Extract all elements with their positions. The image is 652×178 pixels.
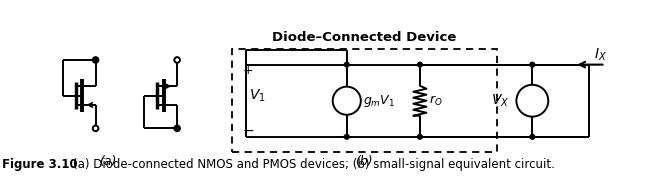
Circle shape — [93, 58, 98, 62]
Circle shape — [417, 134, 422, 139]
Text: +: + — [527, 88, 538, 101]
Circle shape — [344, 62, 349, 67]
Text: (a) Diode-connected NMOS and PMOS devices; (b) small-signal equivalent circuit.: (a) Diode-connected NMOS and PMOS device… — [58, 158, 555, 171]
Circle shape — [344, 134, 349, 139]
Circle shape — [174, 125, 180, 131]
Text: $-$: $-$ — [527, 101, 538, 114]
Circle shape — [417, 62, 422, 67]
Circle shape — [516, 85, 548, 117]
Bar — [232, 49, 497, 152]
Text: (b): (b) — [355, 155, 372, 168]
Circle shape — [175, 126, 179, 131]
Text: (a): (a) — [99, 155, 117, 168]
Text: $-$: $-$ — [243, 123, 254, 137]
Circle shape — [93, 125, 98, 131]
Circle shape — [93, 57, 98, 63]
Text: Figure 3.10: Figure 3.10 — [2, 158, 78, 171]
Circle shape — [174, 57, 180, 63]
Text: $g_m V_1$: $g_m V_1$ — [363, 93, 395, 109]
Circle shape — [530, 134, 535, 139]
Text: Diode–Connected Device: Diode–Connected Device — [273, 31, 457, 44]
Circle shape — [333, 87, 361, 115]
Text: $V_X$: $V_X$ — [490, 93, 509, 109]
Text: $V_1$: $V_1$ — [249, 88, 266, 104]
Circle shape — [530, 62, 535, 67]
Text: +: + — [243, 64, 254, 77]
Text: $r_O$: $r_O$ — [429, 94, 443, 108]
Text: $I_X$: $I_X$ — [594, 47, 607, 64]
